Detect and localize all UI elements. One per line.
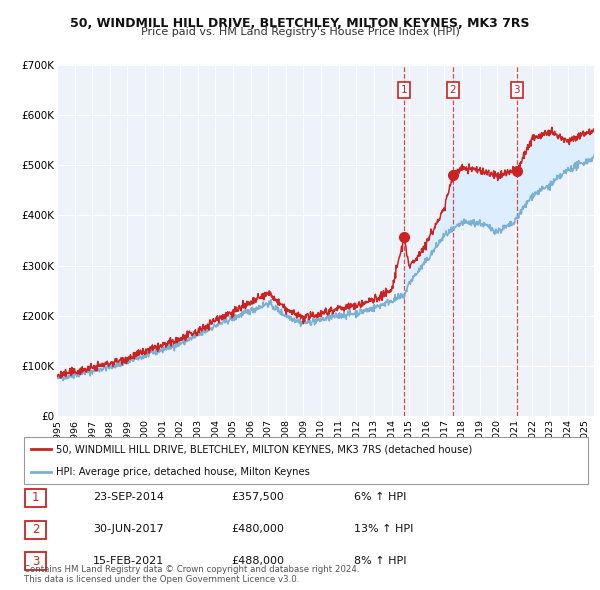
Text: 23-SEP-2014: 23-SEP-2014	[93, 492, 164, 502]
Text: Price paid vs. HM Land Registry's House Price Index (HPI): Price paid vs. HM Land Registry's House …	[140, 27, 460, 37]
FancyBboxPatch shape	[24, 437, 588, 484]
Text: 50, WINDMILL HILL DRIVE, BLETCHLEY, MILTON KEYNES, MK3 7RS: 50, WINDMILL HILL DRIVE, BLETCHLEY, MILT…	[70, 17, 530, 30]
Text: £480,000: £480,000	[231, 524, 284, 534]
Text: 1: 1	[401, 85, 407, 95]
Text: £357,500: £357,500	[231, 492, 284, 502]
Text: 13% ↑ HPI: 13% ↑ HPI	[354, 524, 413, 534]
Text: 15-FEB-2021: 15-FEB-2021	[93, 556, 164, 566]
Text: HPI: Average price, detached house, Milton Keynes: HPI: Average price, detached house, Milt…	[56, 467, 310, 477]
FancyBboxPatch shape	[25, 552, 46, 571]
Text: 30-JUN-2017: 30-JUN-2017	[93, 524, 164, 534]
Text: 1: 1	[32, 491, 39, 504]
Text: 2: 2	[32, 523, 39, 536]
FancyBboxPatch shape	[25, 520, 46, 539]
Text: 8% ↑ HPI: 8% ↑ HPI	[354, 556, 407, 566]
Text: 50, WINDMILL HILL DRIVE, BLETCHLEY, MILTON KEYNES, MK3 7RS (detached house): 50, WINDMILL HILL DRIVE, BLETCHLEY, MILT…	[56, 444, 472, 454]
Text: 3: 3	[32, 555, 39, 568]
FancyBboxPatch shape	[25, 489, 46, 507]
Text: £488,000: £488,000	[231, 556, 284, 566]
Text: 6% ↑ HPI: 6% ↑ HPI	[354, 492, 406, 502]
Text: Contains HM Land Registry data © Crown copyright and database right 2024.
This d: Contains HM Land Registry data © Crown c…	[24, 565, 359, 584]
Text: 2: 2	[449, 85, 456, 95]
Text: 3: 3	[514, 85, 520, 95]
